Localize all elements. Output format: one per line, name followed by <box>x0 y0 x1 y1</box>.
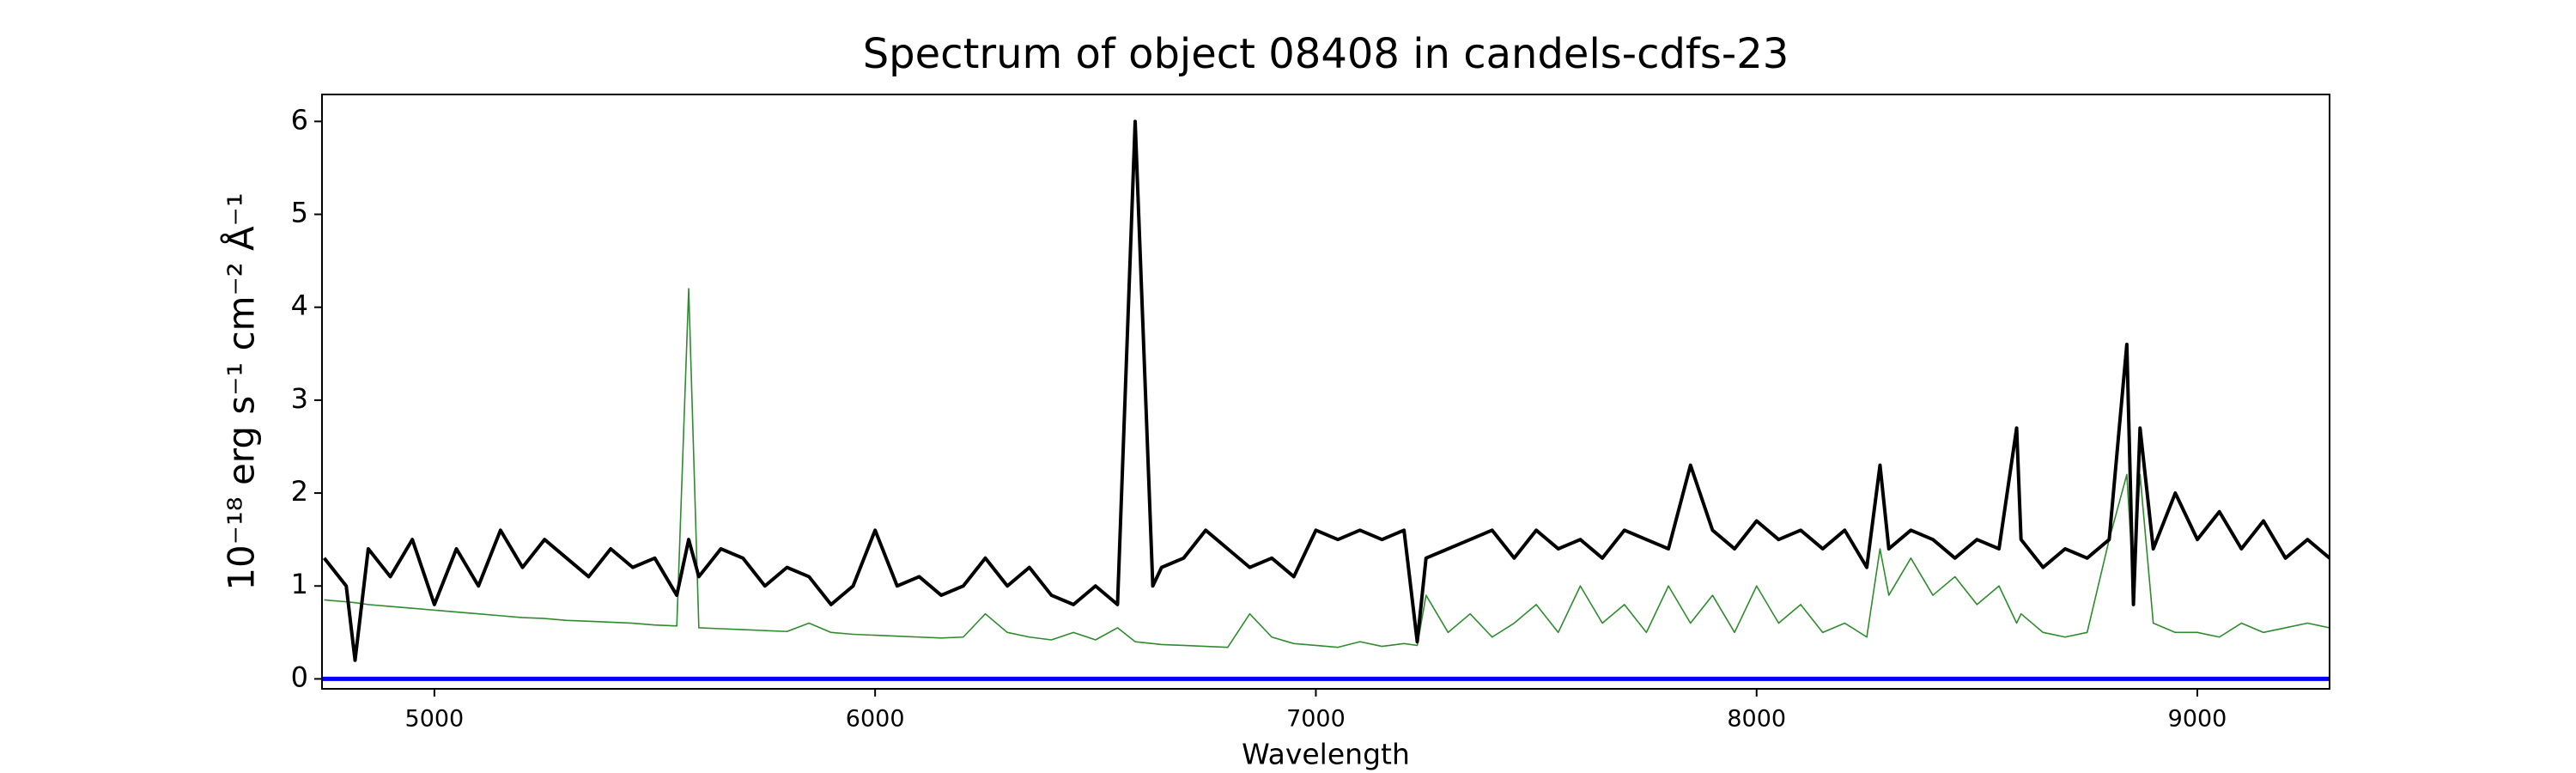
y-tick-label: 6 <box>291 103 308 136</box>
plot-frame <box>321 94 2330 690</box>
y-axis-label: 10⁻¹⁸ erg s⁻¹ cm⁻² Å⁻¹ <box>220 192 263 590</box>
y-tick-label: 0 <box>291 660 308 693</box>
y-tick-label: 4 <box>291 289 308 322</box>
x-tick-label: 7000 <box>1286 706 1346 733</box>
x-tick-label: 9000 <box>2168 706 2227 733</box>
spectrum-line <box>324 288 2330 648</box>
x-tick-label: 5000 <box>405 706 465 733</box>
y-tick-label: 5 <box>291 197 308 229</box>
y-tick-label: 2 <box>291 475 308 508</box>
spectrum-line <box>323 119 2330 662</box>
y-tick-label: 1 <box>291 568 308 600</box>
x-tick-label: 6000 <box>846 706 905 733</box>
chart-title: Spectrum of object 08408 in candels-cdfs… <box>863 30 1789 78</box>
x-tick-label: 8000 <box>1727 706 1786 733</box>
y-tick-label: 3 <box>291 382 308 415</box>
x-axis-label: Wavelength <box>1242 738 1410 771</box>
